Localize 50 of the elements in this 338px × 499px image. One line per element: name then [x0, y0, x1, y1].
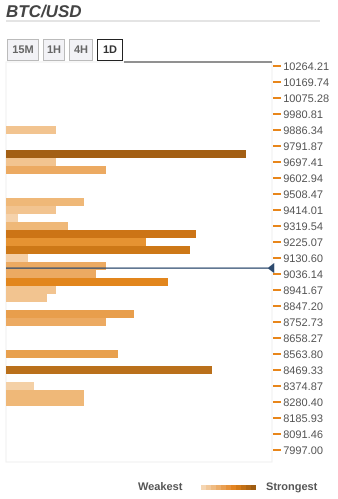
- y-tick-label: 8941.67: [283, 284, 323, 297]
- chart-title: BTC/USD: [6, 2, 82, 21]
- y-tick-label: 9602.94: [283, 172, 323, 185]
- bar: [6, 254, 28, 262]
- bar: [6, 246, 190, 254]
- y-tick-label: 9697.41: [283, 156, 323, 169]
- y-tick-label: 8752.73: [283, 316, 323, 329]
- y-tick-label: 9791.87: [283, 140, 323, 153]
- y-tick-label: 8658.27: [283, 332, 323, 345]
- text: Strongest: [266, 481, 318, 493]
- bar: [6, 126, 56, 134]
- y-tick-label: 8563.80: [283, 348, 323, 361]
- y-tick-label: 9130.60: [283, 252, 323, 265]
- bar: [6, 198, 84, 206]
- bar: [6, 158, 56, 166]
- y-tick-label: 7997.00: [283, 444, 323, 457]
- y-tick-label: 9886.34: [283, 124, 323, 137]
- bar: [6, 214, 18, 222]
- text: Weakest: [138, 481, 183, 493]
- y-tick-label: 10169.74: [283, 76, 330, 89]
- y-tick-label: 8091.46: [283, 428, 323, 441]
- y-tick-label: 8185.93: [283, 412, 323, 425]
- y-tick-label: 10264.21: [283, 60, 330, 73]
- text: 4H: [74, 44, 88, 56]
- y-tick-label: 8280.40: [283, 396, 323, 409]
- y-tick-label: 8374.87: [283, 380, 323, 393]
- bar: [6, 278, 168, 286]
- bar: [6, 318, 106, 326]
- y-tick-label: 9414.01: [283, 204, 323, 217]
- bar: [6, 150, 246, 158]
- y-tick-label: 9225.07: [283, 236, 323, 249]
- y-tick-label: 9980.81: [283, 108, 323, 121]
- bar: [6, 166, 106, 174]
- bar: [6, 222, 68, 230]
- bar: [6, 350, 118, 358]
- bar: [6, 366, 212, 374]
- y-tick-label: 8469.33: [283, 364, 323, 377]
- bar: [6, 206, 56, 214]
- bar: [6, 310, 134, 318]
- text: 1D: [102, 44, 118, 56]
- y-tick-label: 10075.28: [283, 92, 330, 105]
- bar: [6, 230, 196, 238]
- y-tick-label: 8847.20: [283, 300, 323, 313]
- text: 15M: [12, 44, 34, 56]
- bar: [6, 238, 146, 246]
- text: 1H: [46, 44, 62, 56]
- y-tick-label: 9036.14: [283, 268, 323, 281]
- y-tick-label: 9319.54: [283, 220, 323, 233]
- bar: [6, 382, 34, 390]
- y-tick-label: 9508.47: [283, 188, 323, 201]
